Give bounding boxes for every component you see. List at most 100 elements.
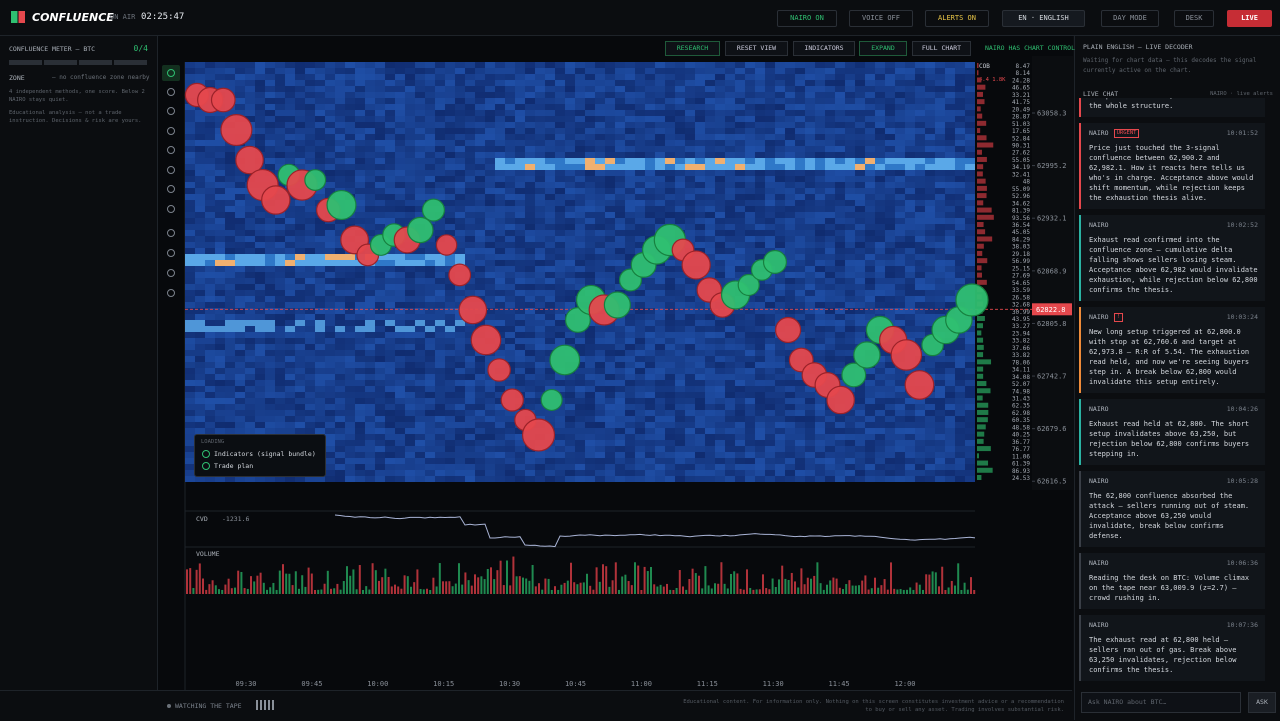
heat-cell [915,128,925,134]
heat-cell [425,362,435,368]
heat-cell [565,302,575,308]
heat-cell [875,92,885,98]
heat-cell [455,338,465,344]
heat-cell [185,254,195,260]
heat-cell [255,110,265,116]
heat-cell [455,404,465,410]
heat-cell [675,104,685,110]
heat-cell [875,404,885,410]
heat-cell [225,170,235,176]
heat-cell [635,92,645,98]
heat-cell [595,380,605,386]
heat-cell [255,338,265,344]
heat-cell [485,218,495,224]
heat-cell [375,62,385,68]
heat-cell [825,176,835,182]
heat-cell [215,248,225,254]
heat-cell [475,188,485,194]
heat-cell [515,332,525,338]
heat-cell [915,266,925,272]
heat-cell [375,176,385,182]
heat-cell [465,122,475,128]
heat-cell [695,86,705,92]
heat-cell [815,158,825,164]
heat-cell [865,386,875,392]
heat-cell [205,326,215,332]
heat-cell [925,218,935,224]
heat-cell [695,344,705,350]
heat-cell [715,158,725,164]
heat-cell [925,398,935,404]
heat-cell [315,98,325,104]
heat-cell [355,386,365,392]
heat-cell [425,374,435,380]
heat-cell [525,110,535,116]
heat-cell [335,128,345,134]
heat-cell [865,170,875,176]
heat-cell [365,314,375,320]
heat-cell [185,290,195,296]
heat-cell [335,332,345,338]
heat-cell [755,350,765,356]
heat-cell [885,242,895,248]
heat-cell [535,338,545,344]
heat-cell [925,266,935,272]
heat-cell [285,296,295,302]
heat-cell [275,314,285,320]
heat-cell [805,296,815,302]
heat-cell [595,218,605,224]
heat-cell [535,62,545,68]
heat-cell [885,260,895,266]
heat-cell [525,374,535,380]
heat-cell [775,116,785,122]
heat-cell [455,434,465,440]
heat-cell [905,86,915,92]
heat-cell [435,284,445,290]
heat-cell [605,128,615,134]
heat-cell [945,362,955,368]
heat-cell [285,326,295,332]
heat-cell [615,110,625,116]
heat-cell [605,182,615,188]
heat-cell [695,158,705,164]
heat-cell [615,200,625,206]
heat-cell [375,272,385,278]
heat-cell [945,158,955,164]
heat-cell [535,314,545,320]
heat-cell [735,242,745,248]
heat-cell [275,146,285,152]
heat-cell [875,80,885,86]
heat-cell [545,98,555,104]
heat-cell [725,80,735,86]
heat-cell [685,176,695,182]
heat-cell [275,230,285,236]
heat-cell [445,416,455,422]
heat-cell [855,326,865,332]
heat-cell [445,80,455,86]
heat-cell [735,356,745,362]
heat-cell [645,338,655,344]
heat-cell [655,74,665,80]
heat-cell [495,188,505,194]
heat-cell [685,284,695,290]
heat-cell [555,164,565,170]
heat-cell [305,260,315,266]
heat-cell [325,326,335,332]
heat-cell [595,398,605,404]
heat-cell [805,116,815,122]
heat-cell [595,128,605,134]
heat-cell [825,224,835,230]
heat-cell [745,422,755,428]
heat-cell [725,338,735,344]
heat-cell [685,224,695,230]
heat-cell [595,338,605,344]
heat-cell [555,134,565,140]
heat-cell [305,398,315,404]
heat-cell [205,350,215,356]
heat-cell [325,416,335,422]
heat-cell [785,224,795,230]
heat-cell [935,134,945,140]
heat-cell [755,80,765,86]
heat-cell [645,80,655,86]
heat-cell [425,254,435,260]
